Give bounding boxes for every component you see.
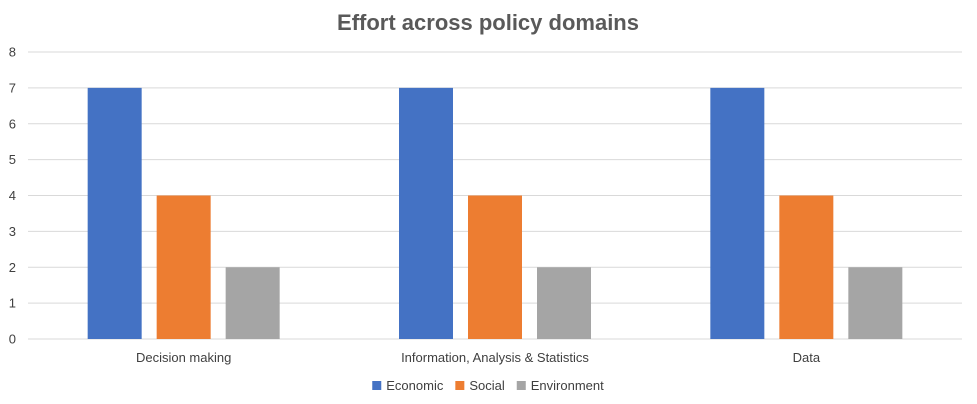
legend-label: Economic xyxy=(386,378,444,393)
y-tick-label: 7 xyxy=(9,80,16,95)
bar-environment-1 xyxy=(537,267,591,339)
x-category-label: Information, Analysis & Statistics xyxy=(401,350,589,365)
y-tick-label: 3 xyxy=(9,224,16,239)
bar-economic-1 xyxy=(399,87,453,339)
legend-label: Environment xyxy=(531,378,604,393)
bar-social-1 xyxy=(468,195,522,339)
legend-item-economic: Economic xyxy=(372,378,444,393)
bar-social-0 xyxy=(156,195,211,339)
legend-label: Social xyxy=(469,378,505,393)
chart-title: Effort across policy domains xyxy=(337,10,639,35)
bar-economic-2 xyxy=(710,87,765,339)
bar-environment-0 xyxy=(225,267,280,339)
legend-item-environment: Environment xyxy=(516,378,604,393)
y-tick-label: 8 xyxy=(9,45,16,60)
bar-economic-0 xyxy=(87,87,142,339)
y-tick-label: 1 xyxy=(9,296,16,311)
legend-swatch xyxy=(516,381,526,390)
x-axis-category-labels: Decision making Information, Analysis & S… xyxy=(136,350,821,365)
bar-social-2 xyxy=(779,195,834,339)
bars xyxy=(87,87,903,339)
y-tick-label: 5 xyxy=(9,152,16,167)
y-axis-tick-labels: 0 1 2 3 4 5 6 7 8 xyxy=(9,45,16,347)
y-tick-label: 4 xyxy=(9,188,16,203)
bar-environment-2 xyxy=(848,267,903,339)
y-tick-label: 0 xyxy=(9,332,16,347)
x-category-label: Data xyxy=(793,350,821,365)
y-tick-label: 2 xyxy=(9,260,16,275)
y-tick-label: 6 xyxy=(9,116,16,131)
legend-item-social: Social xyxy=(455,378,505,393)
legend: Economic Social Environment xyxy=(372,378,604,393)
legend-swatch xyxy=(372,381,382,390)
x-category-label: Decision making xyxy=(136,350,231,365)
legend-swatch xyxy=(455,381,465,390)
